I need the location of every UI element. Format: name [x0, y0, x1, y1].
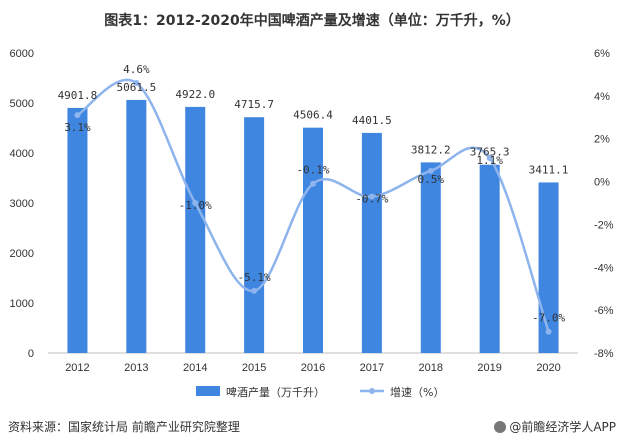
- growth-point: [368, 193, 375, 200]
- x-tick-label: 2014: [183, 362, 207, 374]
- growth-value-label: 4.6%: [123, 63, 150, 76]
- bar: [185, 106, 206, 354]
- growth-value-label: -0.7%: [355, 193, 388, 206]
- bar-value-label: 5061.5: [116, 81, 156, 94]
- bar-value-label: 4401.5: [352, 114, 392, 127]
- growth-point: [133, 80, 140, 86]
- x-tick-label: 2019: [477, 362, 501, 374]
- y-right-tick-label: -4%: [594, 262, 614, 274]
- bar: [126, 99, 147, 353]
- growth-point: [427, 167, 434, 174]
- bar-value-label: 3765.3: [470, 146, 510, 159]
- bar: [361, 132, 382, 353]
- y-right-tick-label: 6%: [594, 48, 610, 60]
- y-right-tick-label: -6%: [594, 305, 614, 317]
- growth-value-label: -5.1%: [238, 271, 271, 284]
- y-left-tick-label: 1000: [10, 298, 34, 310]
- chart-title: 图表1：2012-2020年中国啤酒产量及增速（单位：万千升，%）: [104, 13, 520, 29]
- bar-value-label: 4506.4: [293, 109, 333, 122]
- y-left-tick-label: 5000: [10, 98, 34, 110]
- x-tick-label: 2020: [536, 362, 560, 374]
- bar: [67, 107, 88, 353]
- growth-point: [74, 112, 81, 119]
- x-tick-label: 2017: [360, 362, 384, 374]
- growth-value-label: 3.1%: [64, 121, 91, 134]
- bar-value-label: 3812.2: [411, 143, 451, 156]
- growth-value-label: 0.5%: [418, 173, 445, 186]
- legend-line-marker: [369, 388, 375, 394]
- legend-bar-swatch: [196, 386, 220, 396]
- y-left-tick-label: 4000: [10, 148, 34, 160]
- y-left-tick-label: 0: [28, 348, 34, 360]
- growth-point: [486, 155, 493, 161]
- y-right-tick-label: 2%: [594, 134, 610, 146]
- bar-value-label: 4922.0: [175, 88, 215, 101]
- legend-bar-label: 啤酒产量（万千升）: [226, 385, 325, 399]
- x-tick-label: 2013: [124, 362, 148, 374]
- y-right-tick-label: -2%: [594, 219, 614, 231]
- bar: [244, 117, 265, 353]
- brand-mark: @前瞻经济学人APP: [494, 418, 616, 435]
- growth-value-label: -7.0%: [532, 312, 565, 325]
- x-tick-label: 2015: [242, 362, 266, 374]
- growth-value-label: -0.1%: [296, 164, 329, 177]
- y-left-tick-label: 3000: [10, 198, 34, 210]
- bar: [538, 182, 559, 353]
- growth-value-label: 1.1%: [476, 154, 503, 167]
- bar-value-label: 4901.8: [58, 89, 98, 102]
- brand-text: @前瞻经济学人APP: [509, 420, 616, 434]
- y-right-tick-label: 4%: [594, 91, 610, 103]
- x-tick-label: 2016: [301, 362, 325, 374]
- y-left-tick-label: 2000: [10, 248, 34, 260]
- bar: [303, 127, 323, 354]
- y-right-tick-label: 0%: [594, 177, 610, 189]
- x-tick-label: 2012: [65, 362, 89, 374]
- legend-line-label: 增速（%）: [390, 385, 444, 399]
- growth-point: [545, 328, 552, 335]
- growth-point: [310, 180, 316, 187]
- y-left-tick-label: 6000: [10, 48, 34, 60]
- growth-point: [251, 287, 258, 294]
- bar-value-label: 3411.1: [529, 163, 569, 176]
- x-tick-label: 2018: [419, 362, 443, 374]
- growth-point: [192, 200, 199, 206]
- brand-logo-icon: [494, 421, 507, 433]
- bar-value-label: 4715.7: [234, 98, 274, 111]
- bar: [479, 164, 500, 353]
- y-right-tick-label: -8%: [594, 348, 614, 360]
- bar: [420, 162, 441, 353]
- source-note: 资料来源：国家统计局 前瞻产业研究院整理: [8, 420, 240, 434]
- growth-value-label: -1.0%: [179, 199, 212, 212]
